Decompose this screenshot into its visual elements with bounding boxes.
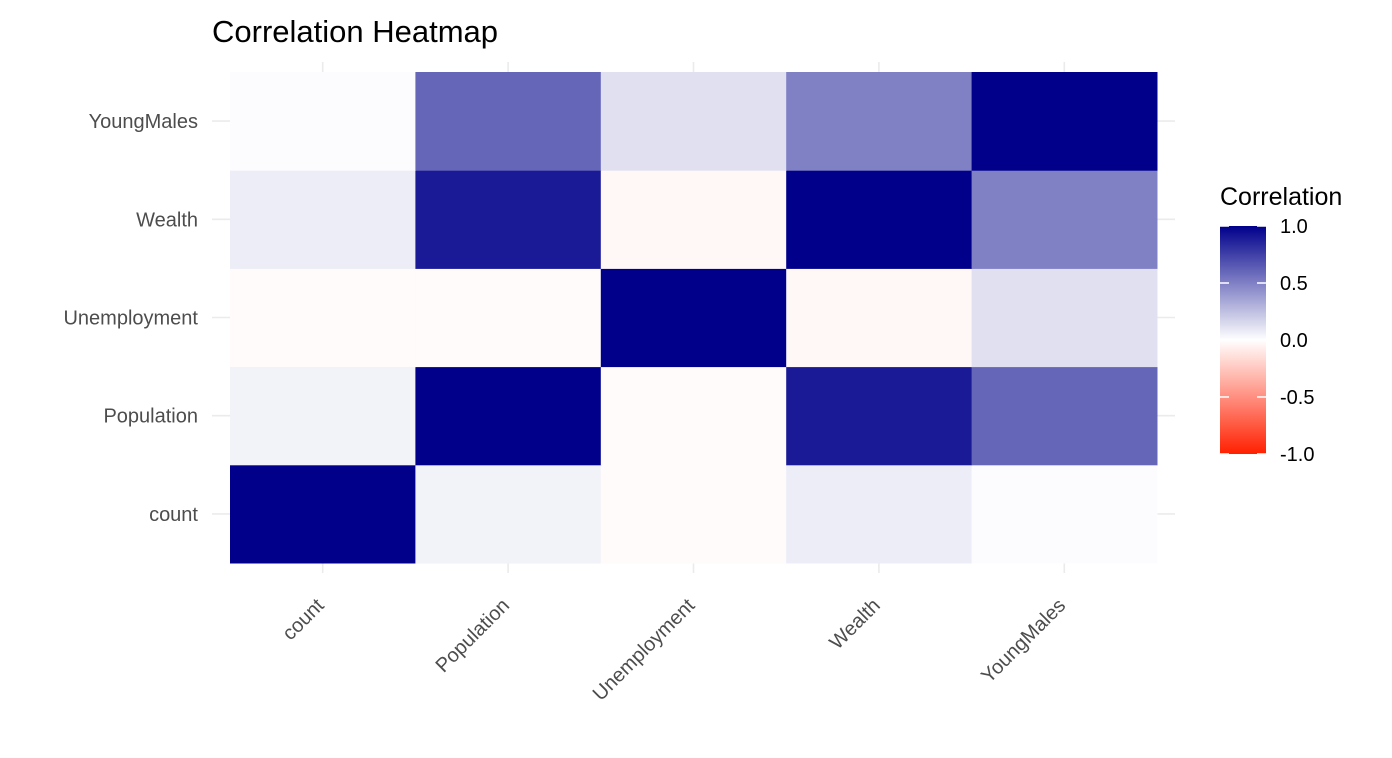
heatmap-cell-count-wealth (786, 464, 973, 564)
x-tick-label: count (278, 594, 328, 644)
legend-ticks: 1.0 0.5 0.0 -0.5 -1.0 (1220, 216, 1314, 466)
x-tick-label: Wealth (825, 595, 884, 654)
heatmap-cell-wealth-count (230, 170, 416, 269)
heatmap-tiles (230, 72, 1158, 564)
heatmap-cell-youngmales-population (415, 72, 602, 171)
heatmap-cell-unemployment-wealth (786, 268, 973, 368)
chart-title: Correlation Heatmap (212, 14, 498, 49)
y-tick-label: Unemployment (63, 308, 198, 330)
y-tick-label: Wealth (136, 209, 198, 231)
y-tick-label: YoungMales (89, 111, 198, 133)
heatmap-cell-youngmales-wealth (786, 72, 973, 171)
heatmap-cell-count-youngmales (971, 464, 1158, 564)
heatmap-cell-wealth-youngmales (971, 170, 1158, 269)
color-legend: Correlation 1.0 0.5 0.0 -0.5 -1.0 (1220, 183, 1342, 466)
x-tick-label: Population (432, 595, 514, 677)
heatmap-cell-youngmales-count (230, 72, 416, 171)
heatmap-cell-youngmales-unemployment (600, 72, 787, 171)
heatmap-cell-population-population (415, 366, 602, 466)
heatmap-cell-wealth-wealth (786, 170, 973, 269)
x-tick-label: Unemployment (589, 594, 700, 705)
heatmap-cell-population-count (230, 366, 416, 466)
y-tick-label: Population (103, 406, 198, 428)
heatmap-cell-population-unemployment (600, 366, 787, 466)
heatmap-cell-count-unemployment (600, 464, 787, 564)
legend-title: Correlation (1220, 183, 1342, 211)
heatmap-cell-youngmales-youngmales (971, 72, 1158, 171)
x-tick-label: YoungMales (977, 595, 1070, 688)
legend-tick-label: 0.0 (1280, 330, 1308, 352)
heatmap-cell-unemployment-youngmales (971, 268, 1158, 368)
legend-tick-label: 1.0 (1280, 216, 1308, 238)
y-tick-label: count (149, 504, 198, 526)
heatmap-cell-wealth-unemployment (600, 170, 787, 269)
heatmap-cell-unemployment-unemployment (600, 268, 787, 368)
heatmap-cell-count-population (415, 464, 602, 564)
legend-tick-label: -1.0 (1280, 444, 1314, 466)
legend-tick-label: 0.5 (1280, 273, 1308, 295)
heatmap-cell-unemployment-population (415, 268, 602, 368)
heatmap-cell-unemployment-count (230, 268, 416, 368)
legend-tick-label: -0.5 (1280, 387, 1314, 409)
heatmap-cell-population-youngmales (971, 366, 1158, 466)
heatmap-cell-wealth-population (415, 170, 602, 269)
heatmap-cell-count-count (230, 464, 416, 564)
heatmap-cell-population-wealth (786, 366, 973, 466)
